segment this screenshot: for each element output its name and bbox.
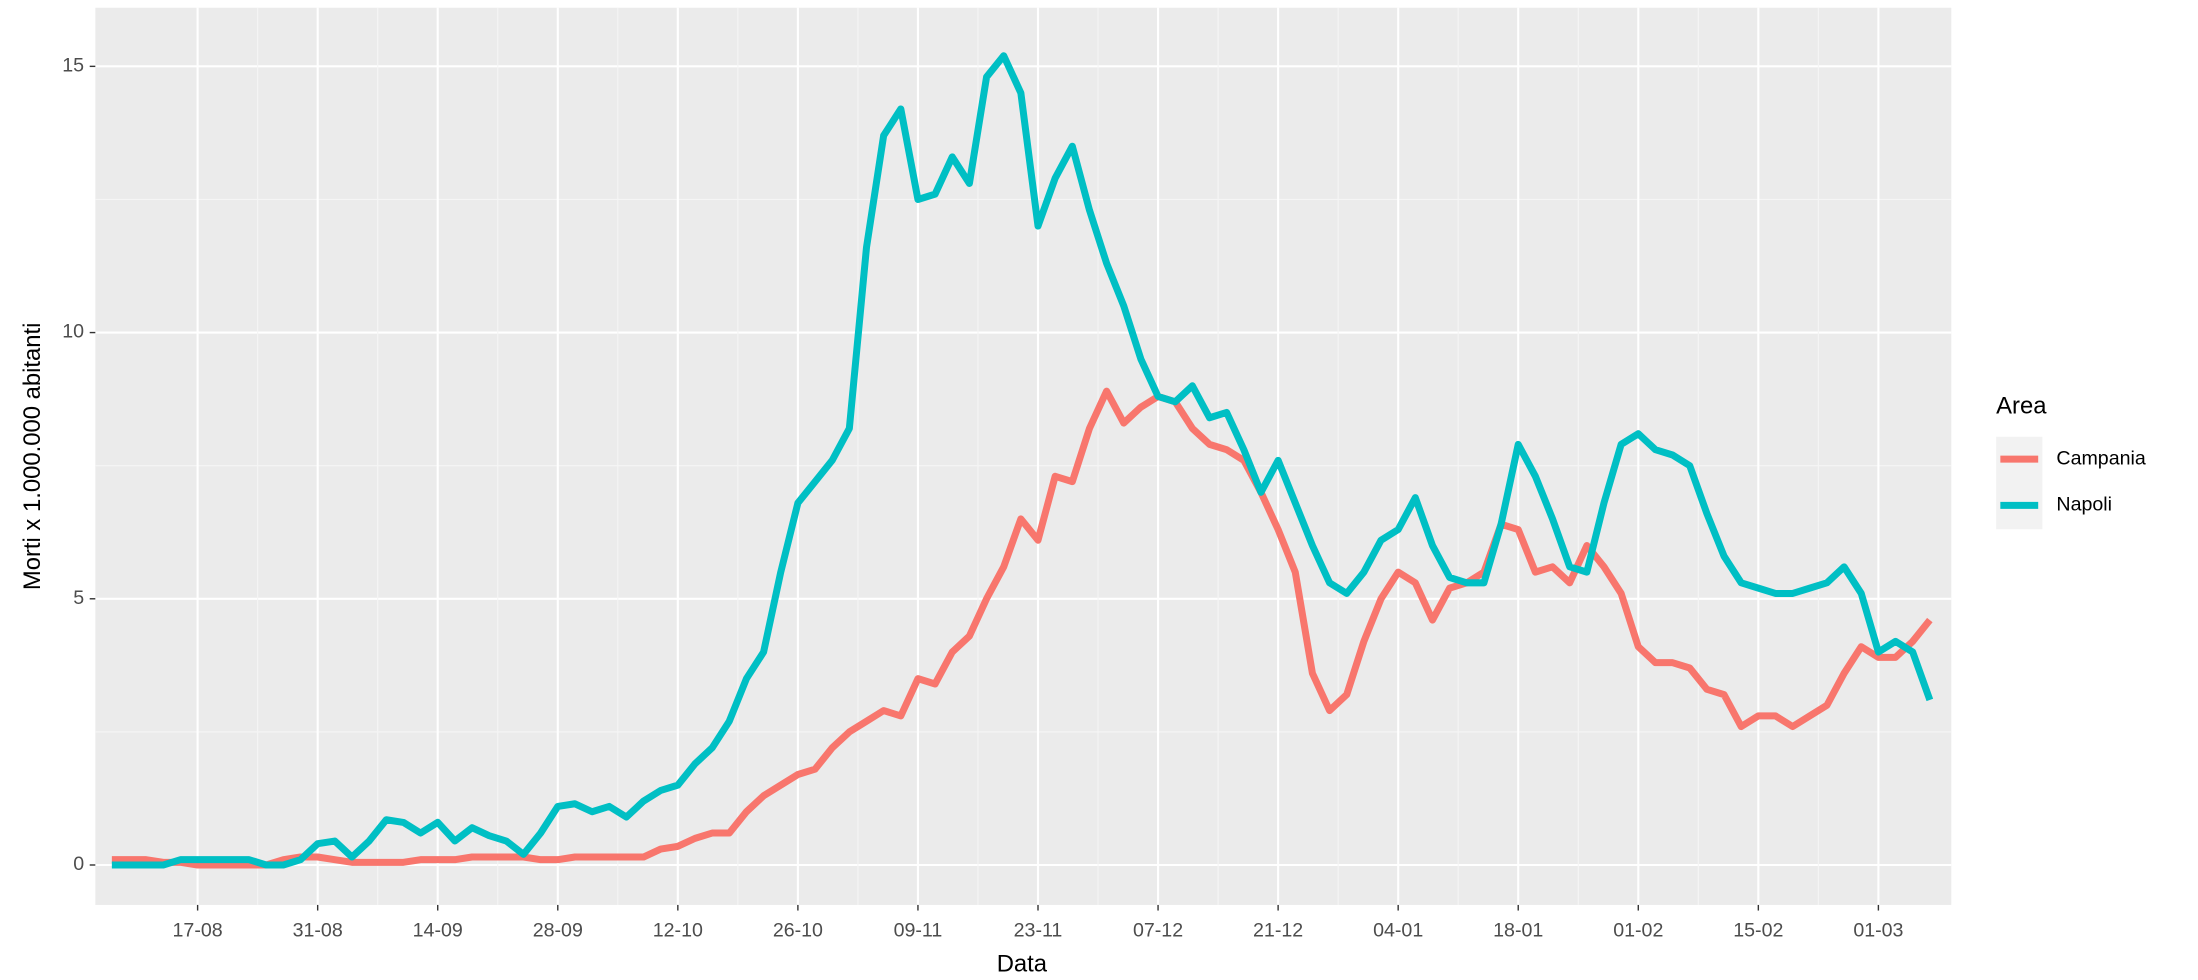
- x-tick-label: 01-02: [1613, 920, 1663, 942]
- x-tick-label: 07-12: [1133, 920, 1183, 942]
- series-line: [111, 52, 1934, 869]
- x-tick-label: 21-12: [1253, 920, 1303, 942]
- x-tick-label: 26-10: [773, 920, 823, 942]
- x-tick-label: 04-01: [1373, 920, 1423, 942]
- x-axis-title: Data: [997, 951, 1048, 978]
- x-tick-label: 09-11: [894, 920, 943, 942]
- legend-title: Area: [1996, 393, 2047, 420]
- series-line: [111, 387, 1933, 869]
- x-tick-label: 28-09: [533, 920, 583, 942]
- y-tick-label: 10: [62, 321, 84, 343]
- y-tick-label: 0: [73, 853, 84, 875]
- legend-label: Napoli: [2056, 494, 2112, 516]
- x-tick-label: 18-01: [1493, 920, 1543, 942]
- y-axis-title: Morti x 1.000.000 abitanti: [19, 323, 46, 591]
- x-tick-label: 15-02: [1733, 920, 1783, 942]
- y-tick-label: 5: [73, 587, 84, 609]
- panel: [95, 7, 1952, 905]
- x-tick-label: 14-09: [413, 920, 463, 942]
- x-tick-label: 31-08: [293, 920, 343, 942]
- x-tick-label: 23-11: [1014, 920, 1063, 942]
- x-tick-label: 01-03: [1853, 920, 1903, 942]
- y-tick-label: 15: [62, 55, 84, 77]
- x-tick-label: 17-08: [173, 920, 223, 942]
- legend-label: Campania: [2056, 447, 2145, 469]
- x-tick-label: 12-10: [653, 920, 703, 942]
